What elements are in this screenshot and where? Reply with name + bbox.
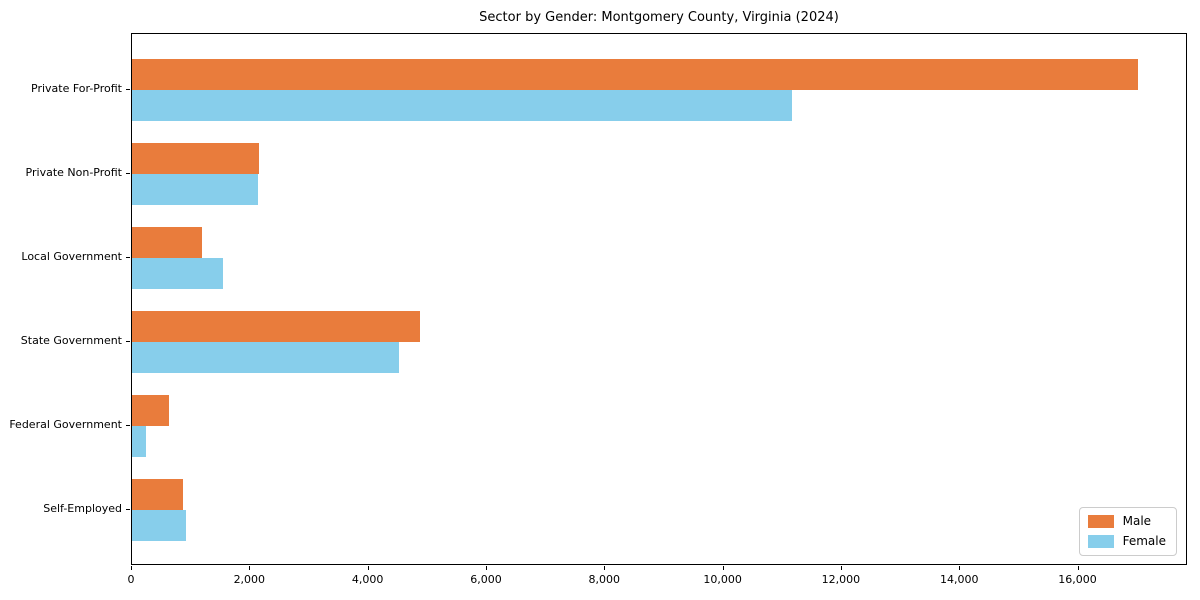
bar-male-private-for-profit: [132, 58, 1138, 90]
legend: Male Female: [1078, 507, 1177, 556]
plot-area: Male Female: [131, 33, 1187, 565]
bar-female-self-employed: [132, 509, 187, 541]
bar-female-private-non-profit: [132, 173, 258, 205]
bar-male-federal-government: [132, 394, 169, 426]
legend-item-male: Male: [1087, 514, 1166, 528]
x-tick-mark: [840, 566, 842, 570]
bar-female-state-government: [132, 341, 400, 373]
bar-female-local-government: [132, 257, 224, 289]
bar-male-state-government: [132, 310, 420, 342]
x-tick-mark: [959, 566, 961, 570]
y-tick-label-self-employed: Self-Employed: [43, 501, 122, 515]
x-tick-mark: [722, 566, 724, 570]
bar-male-local-government: [132, 226, 203, 258]
bar-female-private-for-profit: [132, 89, 793, 121]
x-tick-label: 8,000: [588, 573, 621, 586]
x-tick-mark: [249, 566, 251, 570]
bar-male-private-non-profit: [132, 142, 259, 174]
bar-male-self-employed: [132, 478, 183, 510]
y-tick-label-private-non-profit: Private Non-Profit: [25, 165, 122, 179]
legend-item-female: Female: [1087, 534, 1166, 548]
legend-swatch-female: [1087, 535, 1114, 548]
x-tick-label: 12,000: [821, 573, 861, 586]
x-tick-mark: [485, 566, 487, 570]
x-tick-label: 4,000: [351, 573, 384, 586]
bar-female-federal-government: [132, 425, 147, 457]
y-tick-label-federal-government: Federal Government: [9, 417, 122, 431]
x-tick-mark: [1077, 566, 1079, 570]
y-tick-mark: [126, 508, 130, 510]
y-tick-mark: [126, 172, 130, 174]
legend-label-female: Female: [1122, 534, 1166, 548]
y-tick-mark: [126, 424, 130, 426]
x-tick-label: 6,000: [470, 573, 502, 586]
chart-title: Sector by Gender: Montgomery County, Vir…: [479, 10, 839, 25]
legend-label-male: Male: [1122, 514, 1152, 528]
x-tick-mark: [131, 566, 132, 570]
legend-swatch-male: [1087, 515, 1114, 528]
x-tick-mark: [367, 566, 369, 570]
x-tick-label: 0: [127, 573, 135, 586]
x-tick-mark: [604, 566, 606, 570]
x-tick-label: 16,000: [1058, 573, 1097, 586]
y-tick-label-state-government: State Government: [20, 333, 122, 347]
y-tick-mark: [126, 340, 130, 342]
y-tick-mark: [126, 256, 130, 258]
y-tick-mark: [126, 88, 130, 90]
x-tick-label: 14,000: [939, 573, 979, 586]
y-tick-label-local-government: Local Government: [21, 249, 122, 263]
y-tick-label-private-for-profit: Private For-Profit: [31, 81, 122, 95]
x-tick-label: 2,000: [233, 573, 266, 586]
x-tick-label: 10,000: [703, 573, 742, 586]
